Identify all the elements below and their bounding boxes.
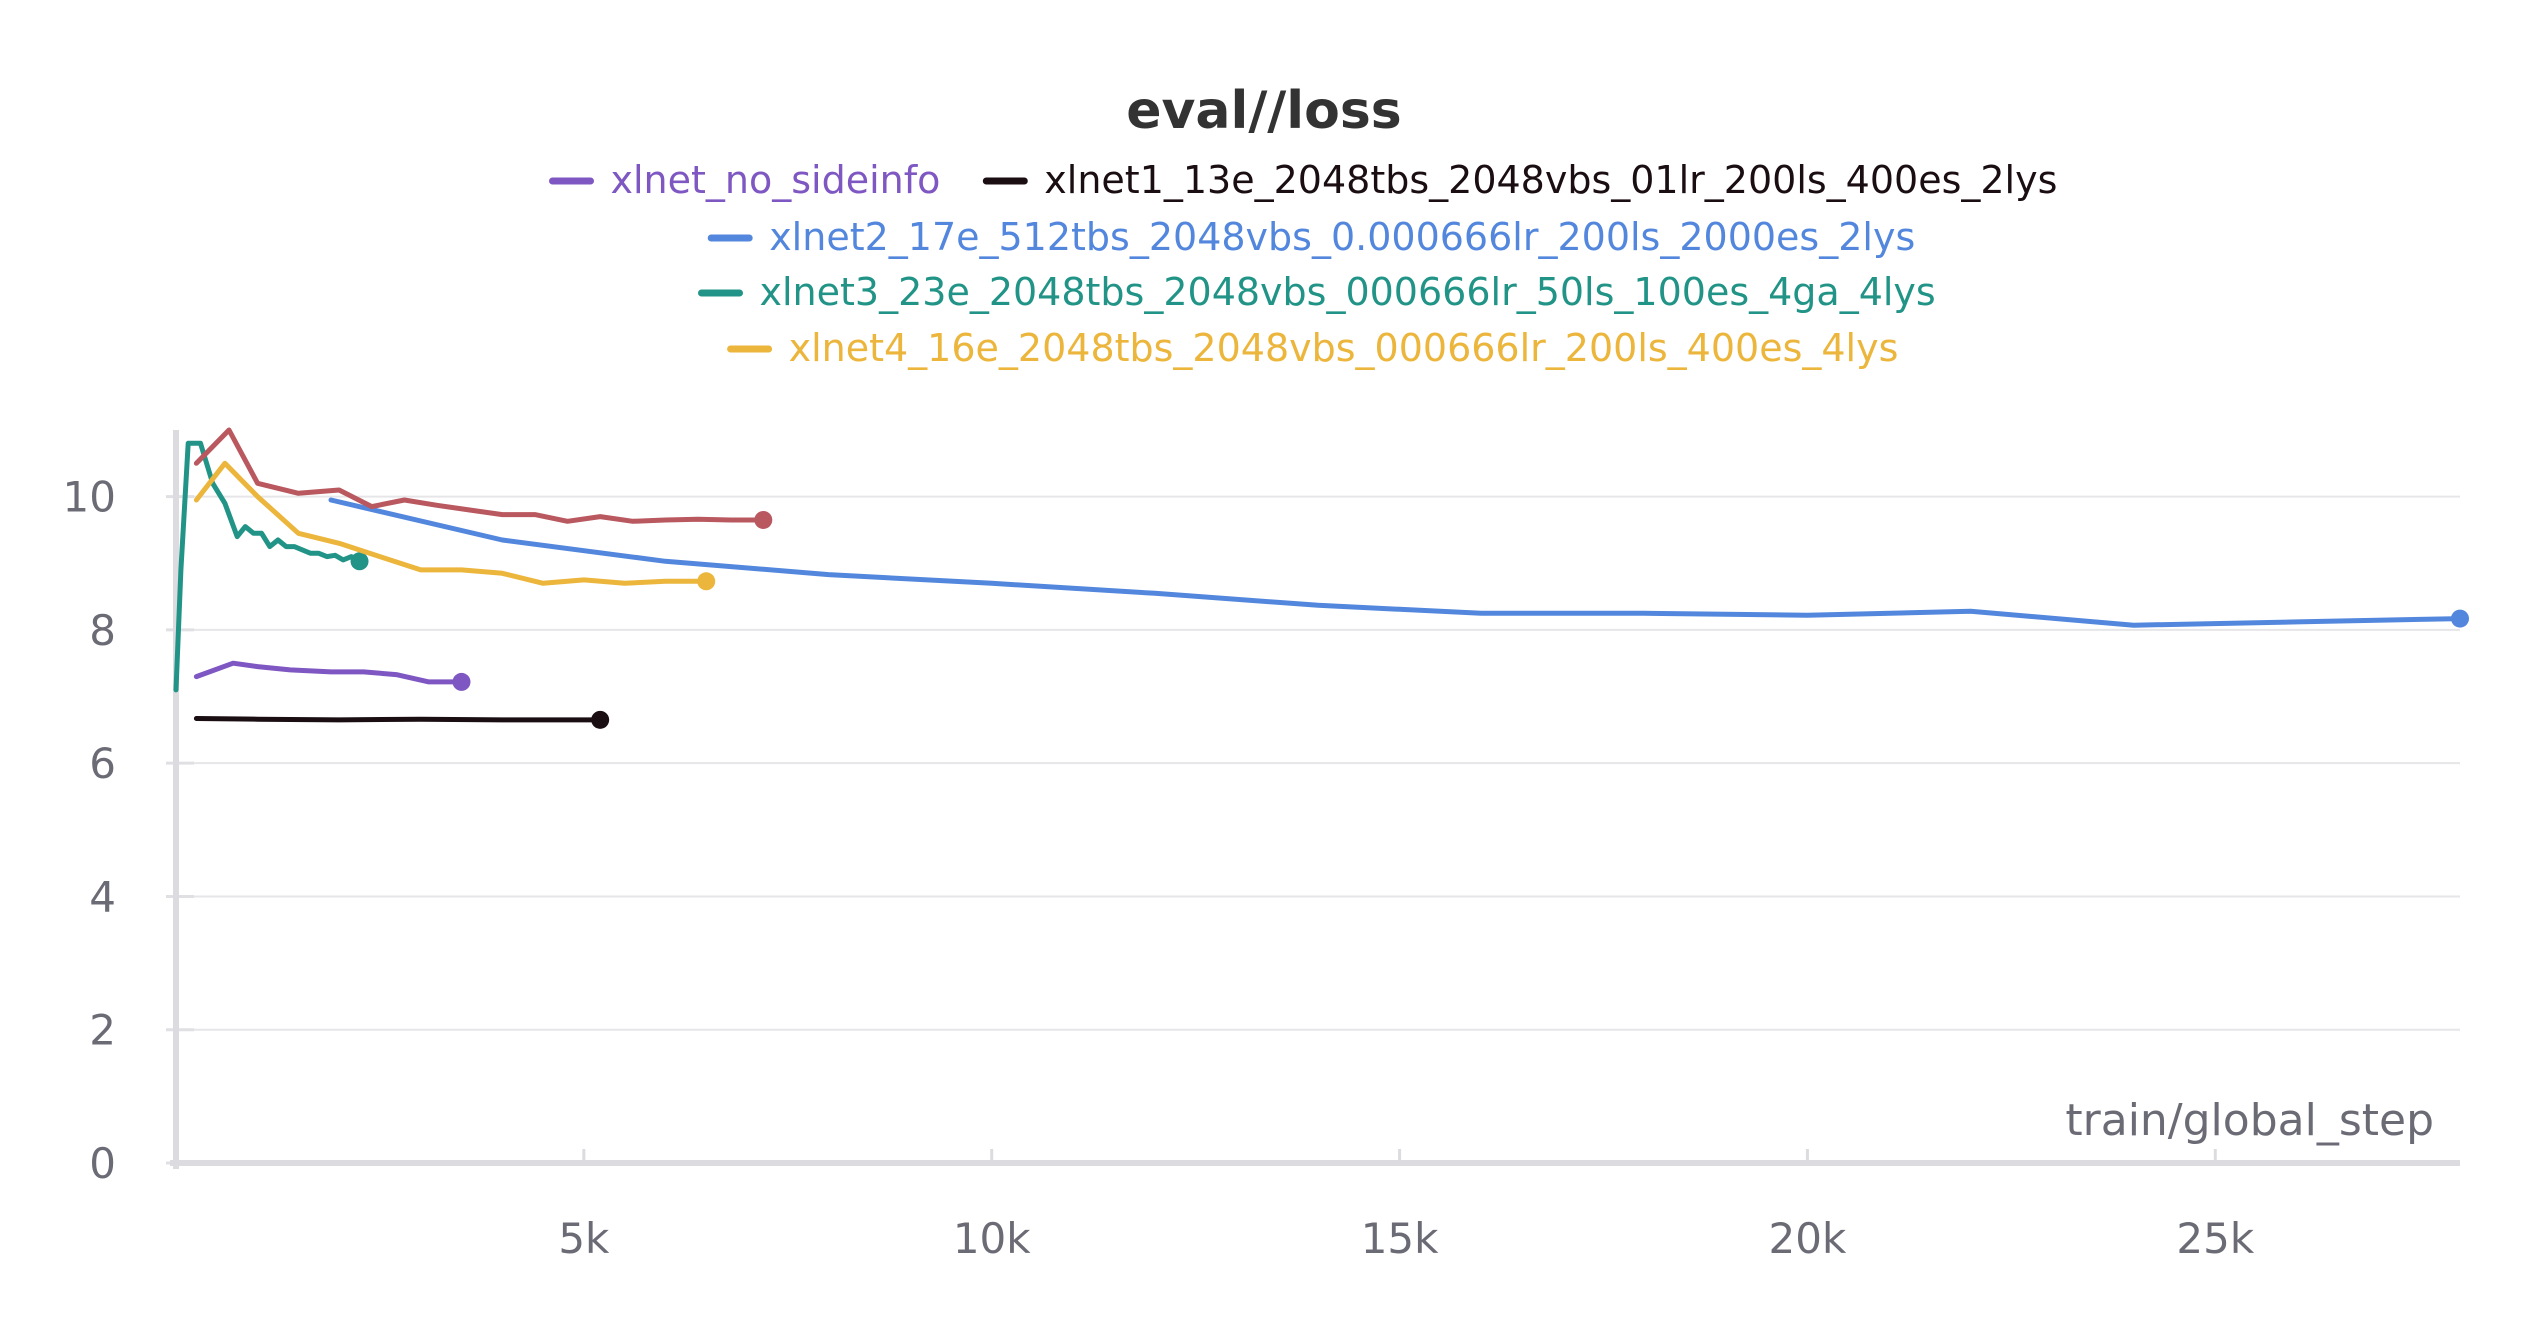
series-endpoint-0 (452, 672, 471, 691)
x-axis-label: train/global_step (2065, 1095, 2434, 1146)
legend-item-3[interactable]: xlnet3_23e_2048tbs_2048vbs_000666lr_50ls… (698, 270, 1936, 314)
x-tick-label: 5k (558, 1214, 610, 1263)
axes: 0 2 4 6 8 10 5k 10k 15k 20k 25k (63, 430, 2460, 1263)
x-tick-label: 25k (2176, 1214, 2254, 1263)
y-tick-label: 0 (89, 1139, 116, 1188)
legend-label: xlnet3_23e_2048tbs_2048vbs_000666lr_50ls… (760, 270, 1936, 314)
series-endpoint-5 (754, 510, 773, 529)
series-group (173, 427, 2469, 729)
legend-label: xlnet2_17e_512tbs_2048vbs_0.000666lr_200… (769, 215, 1915, 259)
series-endpoint-1 (591, 710, 610, 729)
x-tick-label: 10k (953, 1214, 1031, 1263)
series-endpoint-4 (697, 572, 716, 591)
series-line-0 (193, 660, 464, 685)
legend-item-4[interactable]: xlnet4_16e_2048tbs_2048vbs_000666lr_200l… (727, 326, 1899, 370)
legend: xlnet_no_sideinfo xlnet1_13e_2048tbs_2048… (549, 158, 2057, 370)
legend-label: xlnet_no_sideinfo (611, 158, 941, 202)
legend-item-0[interactable]: xlnet_no_sideinfo (549, 158, 941, 202)
series-line-1 (193, 716, 603, 723)
y-tick-label: 4 (89, 872, 116, 921)
x-tick-label: 20k (1769, 1214, 1847, 1263)
legend-label: xlnet1_13e_2048tbs_2048vbs_01lr_200ls_40… (1044, 158, 2057, 202)
series-line-5 (193, 427, 766, 524)
grid (176, 495, 2460, 1031)
legend-item-1[interactable]: xlnet1_13e_2048tbs_2048vbs_01lr_200ls_40… (982, 158, 2057, 202)
series-line-3 (173, 440, 362, 693)
series-endpoint-2 (2451, 609, 2469, 628)
y-tick-label: 2 (89, 1006, 116, 1055)
series-endpoint-3 (350, 552, 369, 571)
x-tick-label: 15k (1361, 1214, 1439, 1263)
y-tick-label: 10 (63, 473, 116, 522)
chart-title: eval//loss (1126, 81, 1402, 141)
series-line-4 (193, 460, 709, 586)
y-tick-label: 6 (89, 739, 116, 788)
series-line-2 (328, 497, 2463, 628)
y-tick-label: 8 (89, 606, 116, 655)
legend-item-2[interactable]: xlnet2_17e_512tbs_2048vbs_0.000666lr_200… (707, 215, 1915, 259)
legend-label: xlnet4_16e_2048tbs_2048vbs_000666lr_200l… (789, 326, 1899, 370)
